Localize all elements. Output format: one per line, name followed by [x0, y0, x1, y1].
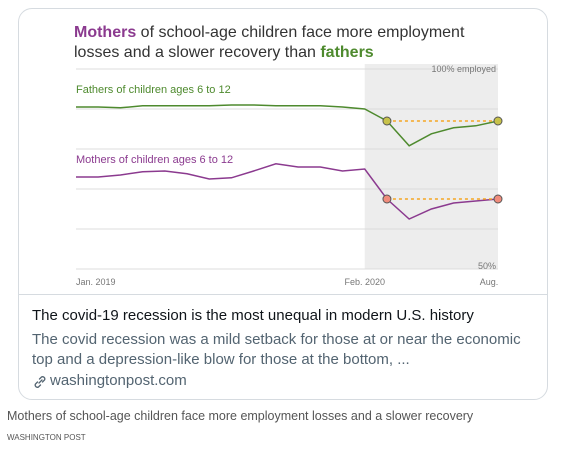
- series-line: [76, 104, 499, 147]
- y-tick-label: 50%: [478, 261, 496, 271]
- chart-title: Mothers of school-age children face more…: [74, 23, 479, 63]
- marker: [493, 194, 503, 204]
- source: WASHINGTON POST: [7, 433, 86, 442]
- x-tick-label: Jan. 2019: [76, 277, 116, 287]
- chart: 50% 100% employed Jan. 2019 Feb. 2020 Aug. Fa…: [76, 64, 503, 287]
- marker: [493, 116, 503, 126]
- title-part: Mothers: [74, 24, 137, 41]
- series-label: Fathers of children ages 6 to 12: [76, 84, 231, 96]
- link-icon: [34, 376, 46, 388]
- title-part: fathers: [320, 44, 374, 61]
- shaded-period: [364, 64, 498, 269]
- marker: [382, 194, 392, 204]
- link[interactable]: washingtonpost.com: [50, 372, 187, 389]
- x-tick-label: Aug.: [480, 277, 499, 287]
- card-info: The covid-19 recession is the most unequ…: [19, 294, 547, 399]
- y-tick-label: 100% employed: [431, 64, 496, 74]
- caption: Mothers of school-age children face more…: [7, 409, 474, 423]
- series-line: [76, 163, 499, 220]
- title-part: of school-age children face more employm…: [74, 24, 465, 61]
- x-tick-label: Feb. 2020: [344, 277, 385, 287]
- description: The covid recession was a mild setback f…: [32, 331, 521, 368]
- link-card[interactable]: 50% 100% employed Jan. 2019 Feb. 2020 Aug. Fa…: [18, 8, 548, 400]
- headline: The covid-19 recession is the most unequ…: [32, 307, 474, 324]
- marker: [382, 116, 392, 126]
- series-label: Mothers of children ages 6 to 12: [76, 154, 233, 166]
